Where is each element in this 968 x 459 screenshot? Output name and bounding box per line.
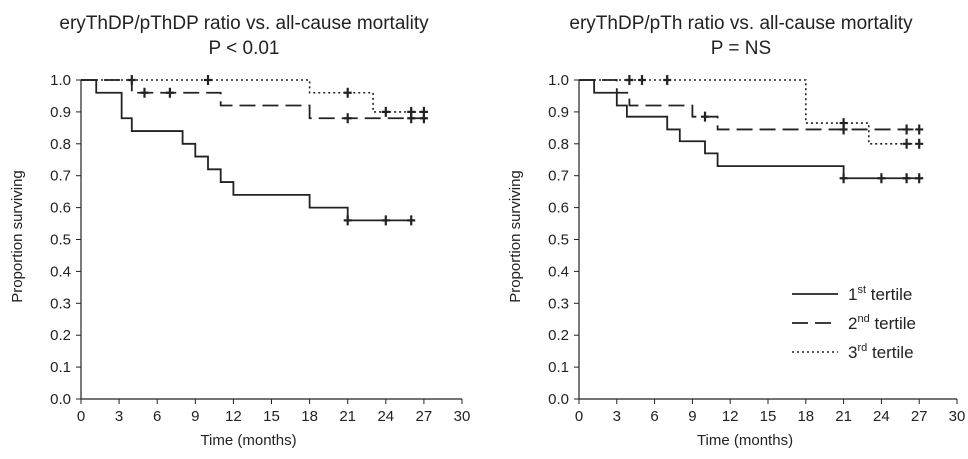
x-tick-label: 24 (873, 408, 890, 425)
y-tick-label: 0.9 (548, 104, 569, 121)
censor-mark (663, 75, 672, 85)
y-tick-label: 0.5 (50, 232, 71, 249)
y-axis-label: Proportion surviving (507, 170, 524, 303)
chart-title: eryThDP/pThDP ratio vs. all-cause mortal… (59, 13, 429, 34)
legend-label: 1st tertile (848, 284, 912, 304)
censor-mark (343, 87, 352, 98)
series-3-dotted (81, 75, 428, 117)
y-tick-label: 0.9 (50, 104, 71, 121)
censor-mark (877, 173, 886, 184)
x-tick-label: 30 (454, 408, 471, 425)
censor-mark (204, 75, 212, 85)
censor-mark (343, 113, 352, 124)
censor-mark (701, 111, 709, 122)
censor-mark (419, 106, 428, 117)
y-tick-label: 0.3 (50, 295, 71, 312)
y-tick-label: 0.0 (548, 391, 569, 408)
y-tick-label: 0.7 (548, 168, 569, 185)
chart-subtitle: P = NS (711, 38, 771, 59)
x-tick-label: 21 (339, 408, 356, 425)
censor-mark (915, 124, 924, 135)
x-tick-label: 18 (797, 408, 814, 425)
x-tick-label: 9 (191, 408, 199, 425)
censor-mark (407, 215, 416, 226)
x-axis-label: Time (months) (200, 432, 296, 449)
y-tick-label: 0.7 (50, 168, 71, 185)
x-tick-label: 21 (835, 408, 852, 425)
censor-mark (638, 75, 646, 85)
censor-mark (625, 75, 634, 85)
y-tick-label: 0.6 (548, 200, 569, 217)
censor-mark (915, 138, 924, 149)
x-axis-label: Time (months) (697, 432, 793, 449)
censor-mark (902, 138, 911, 149)
y-tick-label: 0.6 (50, 200, 71, 217)
series-2-dashed (579, 79, 924, 135)
y-tick-label: 0.1 (548, 359, 569, 376)
survival-curve (81, 79, 424, 113)
series-3-dotted (579, 75, 924, 149)
x-tick-label: 27 (911, 408, 928, 425)
series-1-solid (81, 79, 416, 226)
x-tick-label: 3 (115, 408, 123, 425)
y-tick-label: 0.0 (50, 391, 71, 408)
x-tick-label: 3 (613, 408, 621, 425)
survival-curve (579, 79, 920, 180)
censor-mark (165, 87, 174, 98)
x-tick-label: 15 (263, 408, 280, 425)
x-tick-label: 15 (760, 408, 777, 425)
x-tick-label: 9 (688, 408, 696, 425)
censor-mark (381, 215, 390, 226)
y-tick-label: 0.5 (548, 232, 569, 249)
y-tick-label: 1.0 (50, 72, 71, 89)
x-tick-label: 27 (416, 408, 433, 425)
censor-mark (839, 118, 848, 129)
x-tick-label: 12 (722, 408, 739, 425)
legend-label: 3rd tertile (848, 342, 914, 362)
censor-mark (915, 173, 924, 184)
y-axis-label: Proportion surviving (9, 170, 26, 303)
y-tick-label: 0.8 (548, 136, 569, 153)
chart-panel-2: eryThDP/pTh ratio vs. all-cause mortalit… (507, 13, 965, 449)
x-tick-label: 30 (949, 408, 966, 425)
x-tick-label: 0 (575, 408, 583, 425)
censor-mark (127, 75, 136, 85)
y-tick-label: 0.2 (50, 327, 71, 344)
legend: 1st tertile 2nd tertile 3rd tertile (792, 284, 916, 362)
censor-mark (343, 215, 352, 226)
chart-subtitle: P < 0.01 (209, 38, 280, 59)
y-tick-label: 0.1 (50, 359, 71, 376)
chart-title: eryThDP/pTh ratio vs. all-cause mortalit… (569, 13, 913, 34)
y-tick-label: 0.8 (50, 136, 71, 153)
censor-mark (839, 173, 848, 184)
y-tick-label: 0.3 (548, 295, 569, 312)
y-tick-label: 1.0 (548, 72, 569, 89)
series-1-solid (579, 79, 924, 184)
censor-mark (140, 87, 149, 98)
chart-panel-1: eryThDP/pThDP ratio vs. all-cause mortal… (9, 13, 470, 449)
x-tick-label: 0 (77, 408, 85, 425)
series-2-dashed (81, 79, 428, 124)
y-tick-label: 0.2 (548, 327, 569, 344)
x-tick-label: 6 (650, 408, 658, 425)
censor-mark (381, 106, 390, 117)
x-tick-label: 18 (301, 408, 318, 425)
survival-curve (579, 79, 920, 145)
survival-curve (81, 79, 412, 222)
x-tick-label: 6 (153, 408, 161, 425)
y-tick-label: 0.4 (50, 263, 71, 280)
censor-mark (902, 173, 911, 184)
survival-curve (579, 79, 920, 131)
censor-mark (902, 124, 911, 135)
x-tick-label: 12 (225, 408, 242, 425)
legend-label: 2nd tertile (848, 313, 916, 333)
y-tick-label: 0.4 (548, 263, 569, 280)
censor-mark (407, 106, 416, 117)
x-tick-label: 24 (377, 408, 394, 425)
